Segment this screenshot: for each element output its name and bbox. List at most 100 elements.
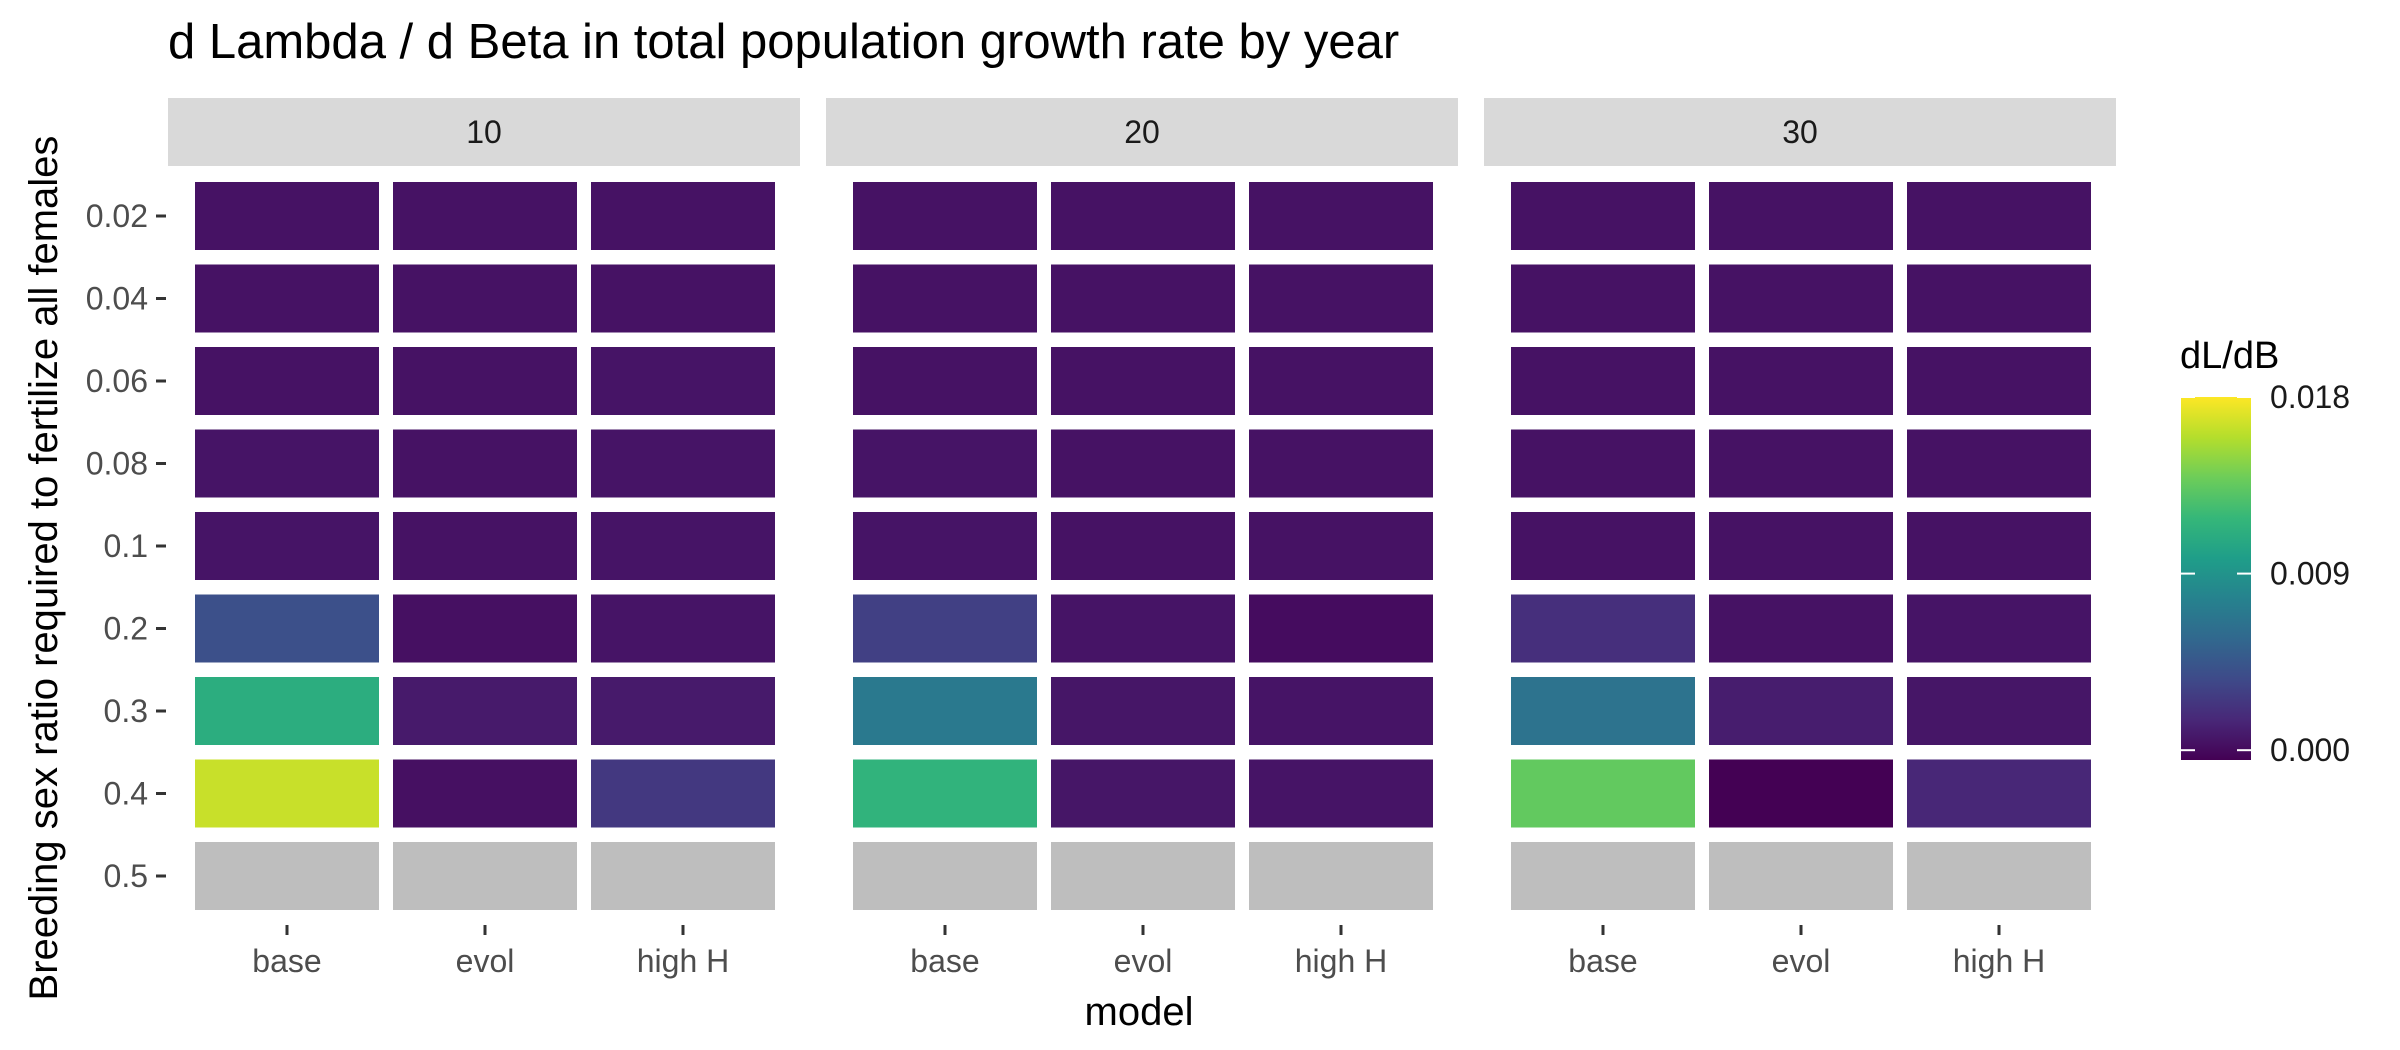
y-tick-label: 0.06 [86,363,148,399]
x-tick-label: high H [1953,943,2046,979]
x-tick-label: evol [1772,943,1831,979]
x-tick-label: high H [1295,943,1388,979]
heatmap-cell [1709,759,1893,828]
heatmap-cell [591,264,775,333]
heatmap-cell [1249,182,1433,250]
legend-tick-label: 0.009 [2270,556,2350,592]
facet-panel-30: 30 base evol high H [1484,98,2116,979]
heatmap-cell [1051,842,1235,910]
x-tick-label: high H [637,943,730,979]
heatmap-cell [1709,677,1893,745]
y-tick-label: 0.4 [104,776,148,812]
legend-tick-label: 0.018 [2270,379,2350,415]
heatmap-cell [1907,264,2091,333]
heatmap-cell [195,429,379,498]
heatmap-cell [853,182,1037,250]
y-axis-title: Breeding sex ratio required to fertilize… [22,136,66,1001]
heatmap-cell [853,512,1037,580]
heatmap-cell [1511,429,1695,498]
heatmap-cell [195,759,379,828]
y-axis: 0.02 0.04 0.06 0.08 0.1 0.2 0.3 0.4 0.5 [86,198,166,894]
heatmap-cell [393,677,577,745]
heatmap-cell [591,347,775,415]
heatmap-cell [1511,594,1695,663]
heatmap-cell [195,347,379,415]
x-tick-label: evol [1114,943,1173,979]
y-tick-label: 0.08 [86,446,148,482]
heatmap-cell [1249,429,1433,498]
heatmap-cell [1709,264,1893,333]
heatmap-cell [853,264,1037,333]
heatmap-cell [1051,182,1235,250]
heatmap-cell [393,182,577,250]
facet-strip-label: 20 [1124,114,1160,150]
heatmap-cell [1051,347,1235,415]
heatmap-cell [1249,759,1433,828]
heatmap-cell [1907,429,2091,498]
heatmap-cell [591,677,775,745]
heatmap-cell [393,759,577,828]
heatmap-cell [591,759,775,828]
facet-strip-label: 10 [466,114,502,150]
heatmap-cell [1907,182,2091,250]
heatmap-cell [393,429,577,498]
heatmap-cell [853,677,1037,745]
heatmap-cell [1249,677,1433,745]
heatmap-cell [1709,842,1893,910]
x-axis-title: model [1085,990,1194,1034]
heatmap-cell [393,594,577,663]
heatmap-cell [591,842,775,910]
heatmap-cell [195,264,379,333]
y-tick-label: 0.3 [104,693,148,729]
heatmap-cell [1709,347,1893,415]
heatmap-cell [1051,594,1235,663]
heatmap-cell [195,182,379,250]
heatmap-cell [1051,264,1235,333]
heatmap-cell [195,594,379,663]
heatmap-cell [853,429,1037,498]
heatmap-cell [1511,677,1695,745]
heatmap-cell [393,347,577,415]
heatmap-cell [1907,512,2091,580]
x-tick-label: base [252,943,321,979]
heatmap-cell [1907,347,2091,415]
heatmap-cell [1907,594,2091,663]
heatmap-cell [1249,594,1433,663]
heatmap-cell [1511,512,1695,580]
heatmap-cell [1511,842,1695,910]
heatmap-cell [591,594,775,663]
heatmap-cell [1511,264,1695,333]
heatmap-cell [195,512,379,580]
x-tick-label: base [1568,943,1637,979]
heatmap-cell [1051,429,1235,498]
y-tick-label: 0.1 [104,528,148,564]
heatmap-cell [1511,759,1695,828]
heatmap-cell [393,512,577,580]
heatmap-cell [1907,842,2091,910]
heatmap-cell [1249,842,1433,910]
facet-panel-10: 10 base evol high H [168,98,800,979]
facet-panel-20: 20 base evol high H [826,98,1458,979]
heatmap-cell [853,347,1037,415]
x-tick-label: base [910,943,979,979]
heatmap-cell [1249,347,1433,415]
heatmap-cell [853,594,1037,663]
y-tick-label: 0.04 [86,281,148,317]
heatmap-cell [1051,512,1235,580]
y-tick-label: 0.5 [104,858,148,894]
heatmap-cell [1709,182,1893,250]
heatmap-cell [591,182,775,250]
legend-ticks: 0.018 0.009 0.000 [2181,379,2350,768]
facet-strip [826,98,1458,166]
heatmap-cell [195,677,379,745]
heatmap-cell [1907,759,2091,828]
legend-colorbar [2181,397,2251,760]
heatmap-cell [1907,677,2091,745]
heatmap-cell [1249,512,1433,580]
heatmap-cell [393,842,577,910]
color-legend: dL/dB 0.018 0.009 0.000 [2180,335,2350,768]
heatmap-cell [1511,182,1695,250]
chart-title: d Lambda / d Beta in total population gr… [168,15,1399,69]
legend-tick-label: 0.000 [2270,732,2350,768]
